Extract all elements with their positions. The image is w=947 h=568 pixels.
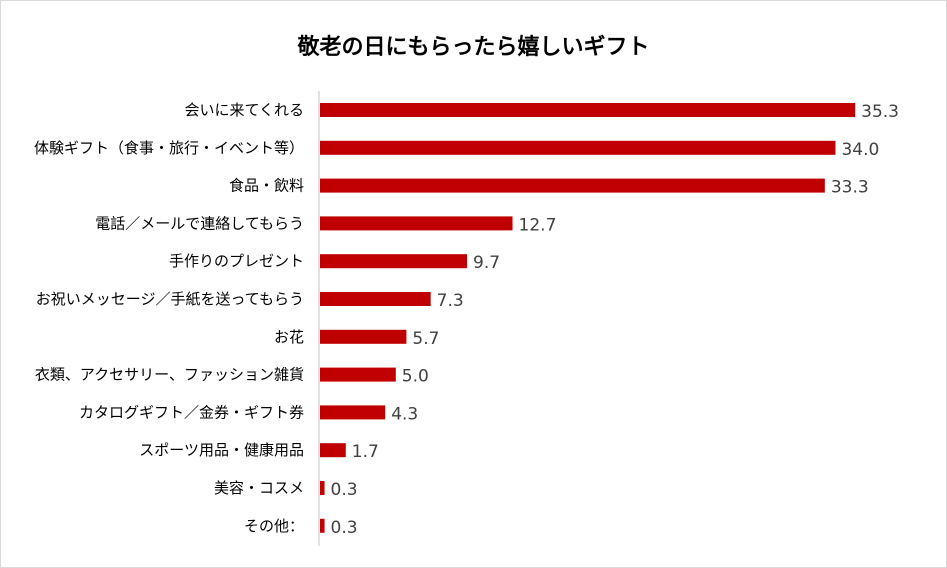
category-label: 会いに来てくれる [184, 101, 304, 119]
data-label: 0.3 [331, 480, 358, 500]
bar [320, 254, 468, 269]
category-label: 手作りのプレゼント [169, 252, 304, 270]
category-label: 衣類、アクセサリー、ファッション雑貨 [35, 366, 304, 384]
bar [320, 216, 513, 231]
data-label: 1.7 [352, 442, 379, 462]
category-label: その他： [244, 517, 304, 535]
bar [320, 140, 836, 155]
data-label: 5.7 [412, 329, 439, 349]
data-label: 0.3 [331, 518, 358, 538]
category-label: 電話／メールで連絡してもらう [95, 214, 304, 232]
category-label: 食品・飲料 [229, 177, 304, 195]
chart-title: 敬老の日にもらったら嬉しいギフト [297, 35, 650, 60]
bar [320, 103, 856, 117]
data-label: 34.0 [841, 140, 879, 160]
category-label: カタログギフト／金券・ギフト券 [79, 403, 304, 421]
bar [320, 329, 407, 344]
category-label: 体験ギフト（食事・旅行・イベント等） [34, 139, 304, 157]
data-label: 4.3 [391, 404, 418, 424]
bar [320, 178, 825, 193]
bar [320, 518, 325, 533]
category-label: 美容・コスメ [214, 479, 304, 497]
bar [320, 292, 431, 306]
bar [320, 367, 396, 382]
data-label: 33.3 [831, 178, 869, 198]
category-label: お花 [274, 328, 304, 346]
bar [320, 443, 346, 458]
data-label: 35.3 [861, 102, 899, 122]
data-label: 7.3 [437, 291, 464, 311]
bar [320, 405, 386, 420]
data-label: 12.7 [519, 215, 557, 235]
category-label: スポーツ用品・健康用品 [139, 441, 304, 459]
data-label: 9.7 [473, 253, 500, 273]
category-label: お祝いメッセージ／手紙を送ってもらう [36, 290, 304, 308]
bar [320, 481, 325, 495]
data-label: 5.0 [402, 367, 429, 387]
